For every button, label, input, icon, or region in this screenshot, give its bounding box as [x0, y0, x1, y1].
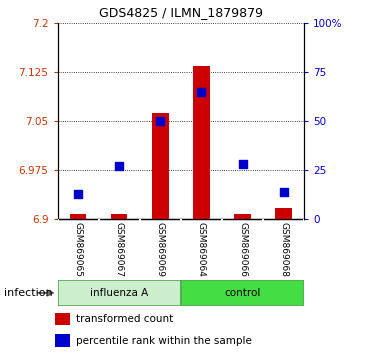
- Title: GDS4825 / ILMN_1879879: GDS4825 / ILMN_1879879: [99, 6, 263, 19]
- Text: influenza A: influenza A: [90, 288, 148, 298]
- Point: [198, 89, 204, 95]
- Point: [281, 189, 287, 195]
- Point: [116, 164, 122, 169]
- Bar: [234, 214, 251, 219]
- Bar: [275, 208, 292, 219]
- Point: [240, 162, 246, 167]
- Bar: [55, 334, 70, 347]
- Text: infection: infection: [4, 288, 52, 298]
- Text: percentile rank within the sample: percentile rank within the sample: [76, 336, 252, 346]
- Point: [75, 191, 81, 197]
- Bar: [152, 113, 168, 219]
- Point: [157, 118, 163, 124]
- Text: GSM869068: GSM869068: [279, 222, 288, 277]
- Text: control: control: [224, 288, 261, 298]
- Text: GSM869065: GSM869065: [73, 222, 83, 277]
- Bar: [70, 214, 86, 219]
- Text: GSM869067: GSM869067: [115, 222, 124, 277]
- Bar: [181, 280, 304, 306]
- Bar: [193, 65, 210, 219]
- Text: GSM869069: GSM869069: [156, 222, 165, 277]
- Bar: [55, 313, 70, 325]
- Text: GSM869066: GSM869066: [238, 222, 247, 277]
- Bar: [111, 214, 127, 219]
- Text: transformed count: transformed count: [76, 314, 174, 324]
- Bar: [58, 280, 181, 306]
- Text: GSM869064: GSM869064: [197, 222, 206, 277]
